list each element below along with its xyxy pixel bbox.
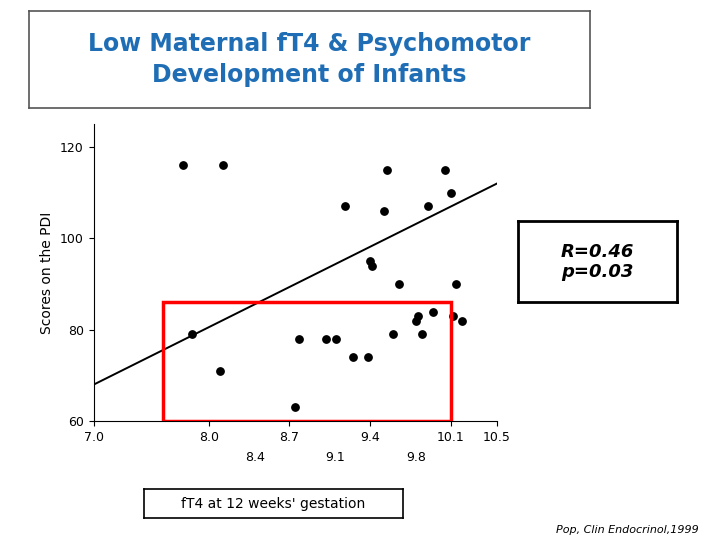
Point: [428, 307, 439, 316]
Point: [320, 335, 332, 343]
Point: [339, 202, 351, 211]
Point: [217, 161, 228, 170]
Point: [445, 188, 456, 197]
Point: [451, 280, 462, 288]
Point: [215, 367, 226, 375]
Point: [362, 353, 374, 362]
Bar: [163, 302, 451, 421]
Point: [186, 330, 197, 339]
Text: R=0.46
p=0.03: R=0.46 p=0.03: [561, 242, 634, 281]
Text: Low Maternal fT4 & Psychomotor
Development of Infants: Low Maternal fT4 & Psychomotor Developme…: [89, 32, 531, 87]
Text: 8.4: 8.4: [245, 451, 265, 464]
Point: [178, 161, 189, 170]
Point: [293, 335, 305, 343]
Point: [447, 312, 459, 320]
Point: [289, 403, 301, 412]
Point: [456, 316, 468, 325]
Text: fT4 at 12 weeks' gestation: fT4 at 12 weeks' gestation: [181, 497, 366, 510]
Text: 9.1: 9.1: [325, 451, 346, 464]
Point: [422, 202, 433, 211]
Text: 9.8: 9.8: [406, 451, 426, 464]
Point: [347, 353, 359, 362]
Y-axis label: Scores on the PDI: Scores on the PDI: [40, 212, 55, 334]
Point: [416, 330, 428, 339]
Point: [364, 257, 376, 266]
Point: [439, 166, 451, 174]
Point: [410, 316, 422, 325]
Point: [382, 166, 393, 174]
Point: [366, 261, 378, 270]
Text: Pop, Clin Endocrinol,1999: Pop, Clin Endocrinol,1999: [556, 524, 698, 535]
Point: [387, 330, 399, 339]
Point: [393, 280, 405, 288]
Point: [330, 335, 341, 343]
Point: [413, 312, 424, 320]
Point: [378, 207, 390, 215]
